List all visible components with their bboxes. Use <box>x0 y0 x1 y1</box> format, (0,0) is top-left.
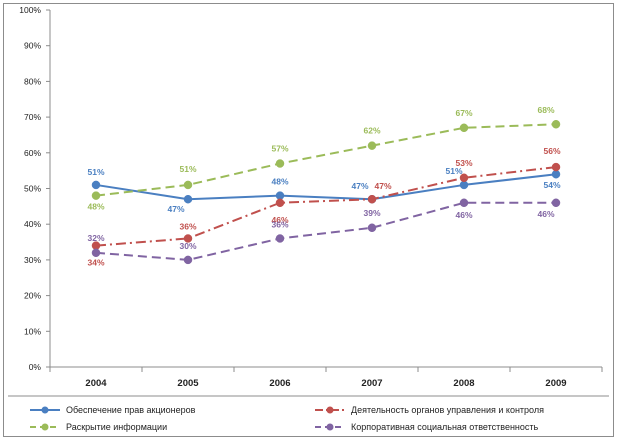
series-line-0 <box>95 173 557 201</box>
data-label: 51% <box>445 166 462 176</box>
legend-swatch-marker <box>41 423 49 431</box>
legend-swatch-marker <box>326 423 334 431</box>
legend-label: Корпоративная социальная ответственность <box>351 422 539 432</box>
data-point <box>183 194 193 204</box>
y-tick-label: 20% <box>24 291 41 301</box>
data-label: 67% <box>455 108 472 118</box>
data-label: 48% <box>271 177 288 187</box>
data-label: 51% <box>87 167 104 177</box>
data-point <box>459 123 469 133</box>
x-tick-label: 2008 <box>453 378 474 389</box>
data-label: 47% <box>351 181 368 191</box>
data-label: 47% <box>374 181 391 191</box>
data-label: 46% <box>537 209 554 219</box>
legend-label: Обеспечение прав акционеров <box>66 405 196 415</box>
y-tick-label: 10% <box>24 326 41 336</box>
data-label: 51% <box>179 164 196 174</box>
data-point <box>275 191 285 200</box>
y-tick-label: 70% <box>24 112 41 122</box>
y-tick-label: 90% <box>24 41 41 51</box>
data-point <box>91 180 101 190</box>
legend-label: Деятельность органов управления и контро… <box>351 405 544 415</box>
data-point <box>459 173 469 183</box>
y-tick-label: 50% <box>24 184 41 194</box>
data-label: 46% <box>271 215 288 225</box>
data-label: 56% <box>543 146 560 156</box>
data-label: 68% <box>537 105 554 115</box>
data-point <box>367 223 377 233</box>
data-label: 36% <box>179 221 196 231</box>
data-point <box>459 180 469 190</box>
y-tick-label: 0% <box>29 362 42 372</box>
data-point <box>91 241 101 250</box>
x-tick-label: 2004 <box>85 378 107 389</box>
data-label: 53% <box>455 158 472 168</box>
series-line-2 <box>95 123 557 197</box>
data-point <box>91 191 101 200</box>
x-tick-label: 2009 <box>545 378 566 389</box>
data-label: 62% <box>363 126 380 136</box>
data-point <box>551 119 561 129</box>
x-tick-label: 2006 <box>269 378 290 389</box>
y-tick-label: 40% <box>24 219 41 229</box>
data-label: 32% <box>87 233 104 243</box>
x-tick-label: 2005 <box>177 378 199 389</box>
legend-swatch-marker <box>326 406 334 414</box>
data-point <box>551 169 561 179</box>
data-point <box>459 198 469 208</box>
y-tick-label: 80% <box>24 76 41 86</box>
data-point <box>275 234 285 243</box>
legend-label: Раскрытие информации <box>66 422 167 432</box>
data-point <box>367 194 377 204</box>
series-line-3 <box>95 201 556 261</box>
data-point <box>183 255 193 265</box>
data-label: 39% <box>363 208 380 218</box>
data-point <box>91 248 101 258</box>
chart-frame <box>3 3 614 437</box>
data-point <box>275 159 285 168</box>
data-point <box>183 180 193 190</box>
data-label: 36% <box>271 219 288 229</box>
data-label: 47% <box>167 204 184 214</box>
data-point <box>275 198 285 208</box>
data-label: 48% <box>87 202 104 212</box>
data-label: 46% <box>455 210 472 220</box>
data-point <box>183 234 193 243</box>
x-tick-label: 2007 <box>361 378 382 389</box>
data-label: 57% <box>271 144 288 154</box>
data-label: 30% <box>179 241 196 251</box>
y-tick-label: 100% <box>19 5 41 15</box>
legend-swatch-marker <box>41 406 49 414</box>
data-label: 34% <box>87 258 104 268</box>
y-tick-label: 60% <box>24 148 41 158</box>
y-tick-label: 30% <box>24 255 41 265</box>
data-point <box>367 141 377 150</box>
data-label: 54% <box>543 180 560 190</box>
data-point <box>551 162 561 172</box>
data-point <box>551 198 561 208</box>
